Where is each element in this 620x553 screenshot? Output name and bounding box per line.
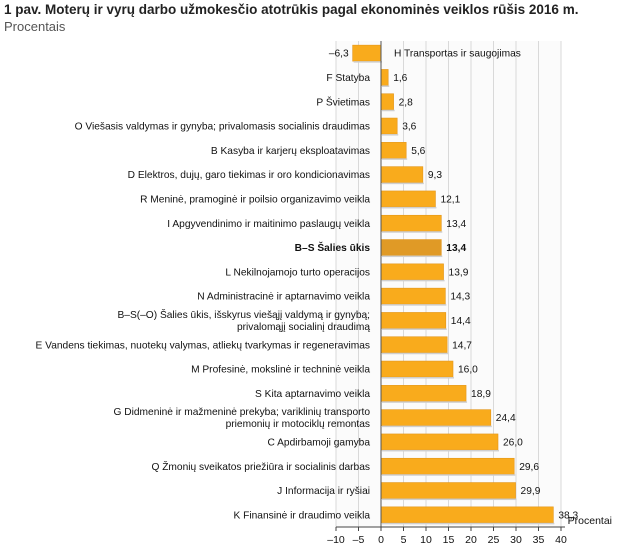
bar [380,190,436,208]
data-label: 13,4 [446,219,466,230]
bar [380,166,424,183]
category-label: G Didmeninė ir mažmeninė prekyba; varikl… [114,407,371,418]
bar-shadow [382,134,399,136]
bar-shadow [382,401,468,403]
bar [380,482,516,499]
category-label: E Vandens tiekimas, nuotekų valymas, atl… [36,340,370,351]
data-label: 13,4 [446,243,466,254]
data-label: 26,0 [503,437,523,448]
category-label: L Nekilnojamojo turto operacijos [225,267,370,278]
bar-shadow [382,352,449,355]
bar-shadow [382,231,443,233]
bar-shadow [382,255,443,258]
bar-shadow [353,61,382,63]
bar [380,457,515,475]
data-label: 14,7 [452,340,472,351]
bar-shadow [382,304,447,306]
bar [380,336,448,354]
data-label: 16,0 [458,365,478,376]
x-tick-label: 5 [401,534,407,546]
bar [380,214,442,232]
data-label: 3,6 [402,122,416,133]
bar-highlight [380,239,442,256]
data-label: –6,3 [329,49,349,60]
bar [380,433,499,451]
x-tick-label: 35 [533,534,545,546]
data-label: 9,3 [428,170,442,181]
bar-shadow [382,425,492,428]
category-label: O Viešasis valdymas ir gynyba; privaloma… [75,122,370,133]
data-label: 13,9 [449,267,469,278]
category-label: K Finansinė ir draudimo veikla [234,510,371,521]
category-label: D Elektros, dujų, garo tiekimas ir oro k… [128,170,370,181]
x-axis-label: Procentai [568,515,612,527]
x-tick-label: –5 [353,534,365,546]
bar [380,142,407,159]
category-label: C Apdirbamoji gamyba [268,437,371,448]
category-label: R Meninė, pramoginė ir poilsio organizav… [140,194,370,205]
data-label: 2,8 [399,97,413,108]
bar [380,263,444,281]
bar-shadow [382,158,408,160]
x-tick-label: 40 [555,534,567,546]
bar-shadow [382,279,445,282]
data-label: 14,4 [451,316,471,327]
bar-shadow [382,182,424,185]
bar [380,506,554,524]
category-label: B–S(–O) Šalies ūkis, išskyrus viešąjį va… [117,308,370,321]
category-label: M Profesinė, mokslinė ir techninė veikla [191,365,370,376]
bar [380,93,394,111]
bar-shadow [382,449,499,452]
category-label: S Kita aptarnavimo veikla [255,389,370,400]
category-label: B–S Šalies ūkis [295,241,371,254]
category-label: H Transportas ir saugojimas [394,49,521,60]
category-label: J Informacija ir ryšiai [277,486,370,497]
category-label: P Švietimas [316,95,370,108]
bar-shadow [382,328,447,330]
data-label: 5,6 [411,146,425,157]
category-label: N Administracinė ir aptarnavimo veikla [197,292,370,303]
data-label: 24,4 [496,413,516,424]
category-label: F Statyba [326,73,370,84]
bar [380,360,454,378]
bar [380,117,398,135]
category-label: Q Žmonių sveikatos priežiūra ir socialin… [151,460,370,473]
data-label: 38,3 [558,510,578,521]
x-tick-label: –10 [327,534,345,546]
bar-shadow [382,109,395,112]
bar [352,44,382,62]
x-tick-label: 20 [465,534,477,546]
data-label: 29,9 [521,486,541,497]
data-label: 18,9 [471,389,491,400]
bar-shadow [382,85,390,87]
data-label: 29,6 [519,462,539,473]
x-tick-label: 0 [378,534,384,546]
chart-subtitle: Procentais [4,19,66,34]
x-tick-label: 10 [420,534,432,546]
x-tick-label: 30 [510,534,522,546]
category-label: priemonių ir motociklų remontas [226,419,370,430]
bar [380,287,446,305]
bar-shadow [382,498,517,501]
bar-shadow [382,377,454,379]
category-label: B Kasyba ir karjerų eksploatavimas [211,146,370,157]
category-label: privalomąjį socialinį draudimą [237,322,370,333]
category-label: I Apgyvendinimo ir maitinimo paslaugų ve… [167,219,370,230]
bar-shadow [382,206,437,209]
bar-shadow [382,474,516,476]
bar [380,312,447,329]
bar [380,385,467,402]
data-label: 14,3 [450,292,470,303]
data-label: 12,1 [440,194,460,205]
bar-shadow [382,522,555,525]
chart-title: 1 pav. Moterų ir vyrų darbo užmokesčio a… [4,2,579,17]
bar [380,409,492,426]
x-tick-label: 15 [443,534,455,546]
x-tick-label: 25 [488,534,500,546]
bar [380,69,389,86]
data-label: 1,6 [393,73,407,84]
